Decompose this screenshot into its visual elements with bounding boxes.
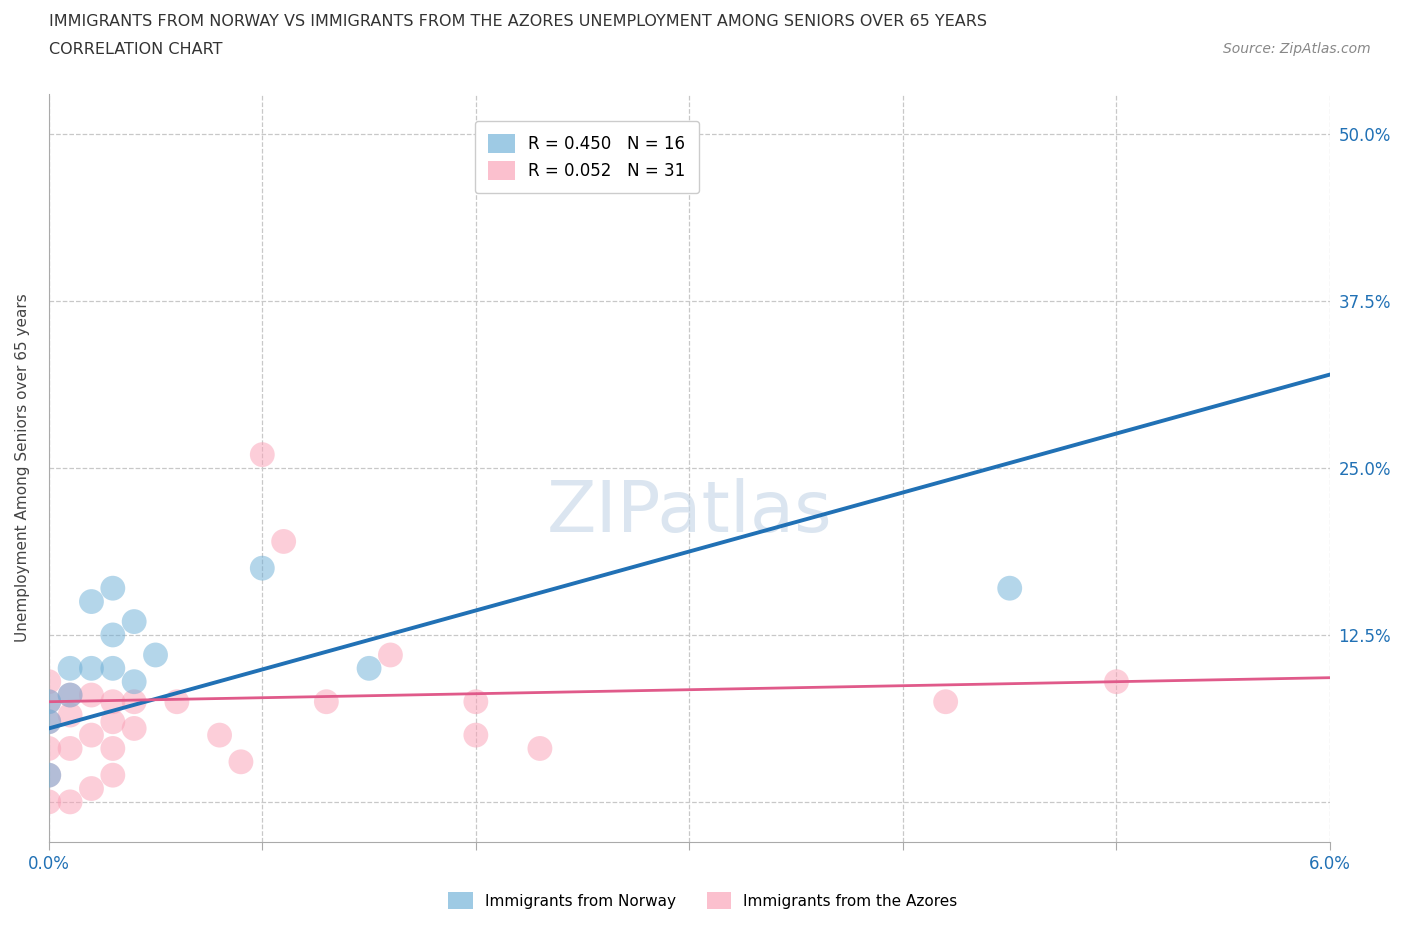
Point xyxy=(252,561,274,576)
Point xyxy=(101,628,124,643)
Point xyxy=(229,754,252,769)
Point xyxy=(59,687,82,702)
Point xyxy=(101,695,124,710)
Point xyxy=(464,727,486,742)
Point xyxy=(59,708,82,723)
Point xyxy=(166,695,188,710)
Point xyxy=(38,695,60,710)
Point xyxy=(38,674,60,689)
Text: IMMIGRANTS FROM NORWAY VS IMMIGRANTS FROM THE AZORES UNEMPLOYMENT AMONG SENIORS : IMMIGRANTS FROM NORWAY VS IMMIGRANTS FRO… xyxy=(49,14,987,29)
Point xyxy=(122,721,145,736)
Point xyxy=(208,727,231,742)
Point xyxy=(101,661,124,676)
Point xyxy=(101,741,124,756)
Point xyxy=(122,674,145,689)
Point xyxy=(38,768,60,783)
Text: ZIPatlas: ZIPatlas xyxy=(547,478,832,548)
Point xyxy=(101,714,124,729)
Point xyxy=(122,695,145,710)
Point xyxy=(38,741,60,756)
Point xyxy=(38,794,60,809)
Point xyxy=(38,695,60,710)
Point xyxy=(380,647,402,662)
Point xyxy=(529,741,551,756)
Point xyxy=(998,580,1021,595)
Point xyxy=(464,695,486,710)
Point xyxy=(101,580,124,595)
Point xyxy=(935,695,957,710)
Point xyxy=(38,714,60,729)
Text: CORRELATION CHART: CORRELATION CHART xyxy=(49,42,222,57)
Point xyxy=(80,781,103,796)
Text: Source: ZipAtlas.com: Source: ZipAtlas.com xyxy=(1223,42,1371,56)
Legend: Immigrants from Norway, Immigrants from the Azores: Immigrants from Norway, Immigrants from … xyxy=(443,886,963,915)
Point xyxy=(38,768,60,783)
Point xyxy=(145,647,167,662)
Point xyxy=(38,714,60,729)
Point xyxy=(80,687,103,702)
Point xyxy=(59,741,82,756)
Point xyxy=(357,661,380,676)
Point xyxy=(273,534,295,549)
Point xyxy=(252,447,274,462)
Point xyxy=(59,794,82,809)
Point xyxy=(80,661,103,676)
Point xyxy=(59,661,82,676)
Y-axis label: Unemployment Among Seniors over 65 years: Unemployment Among Seniors over 65 years xyxy=(15,294,30,643)
Point xyxy=(101,768,124,783)
Point xyxy=(59,687,82,702)
Point xyxy=(80,594,103,609)
Point xyxy=(122,614,145,629)
Legend: R = 0.450   N = 16, R = 0.052   N = 31: R = 0.450 N = 16, R = 0.052 N = 31 xyxy=(475,121,699,193)
Point xyxy=(1105,674,1128,689)
Point xyxy=(315,695,337,710)
Point xyxy=(80,727,103,742)
